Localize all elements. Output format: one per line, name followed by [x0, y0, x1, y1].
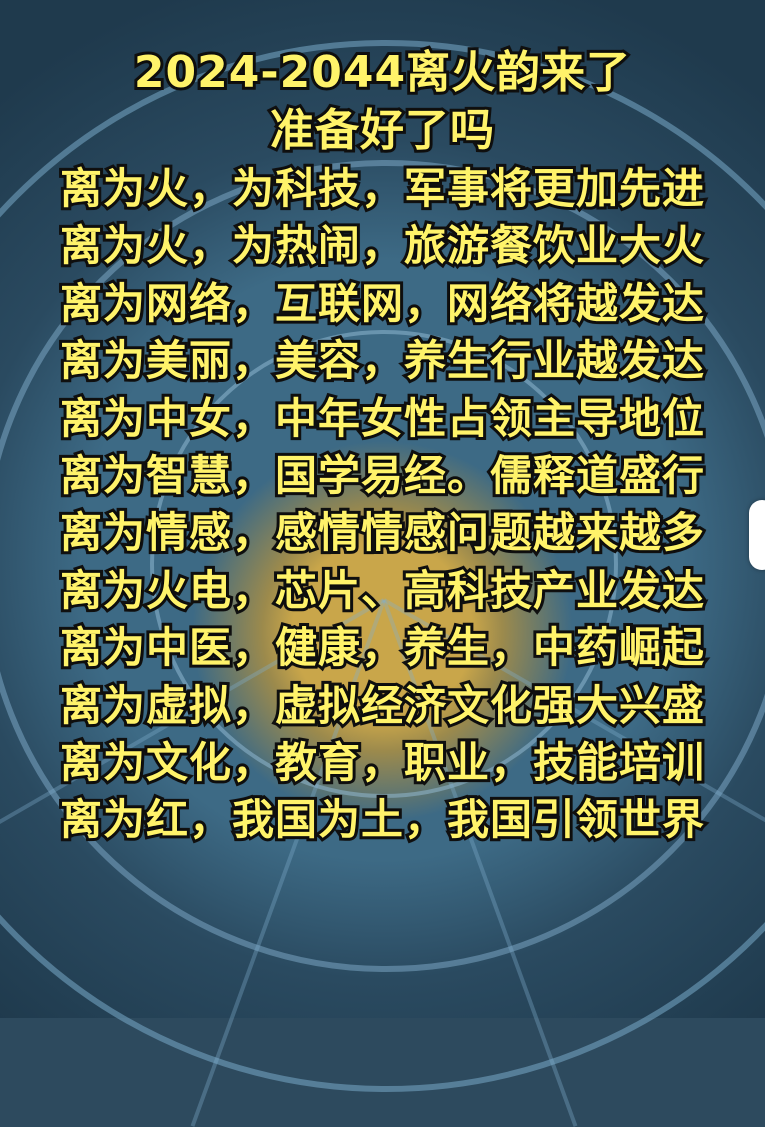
text-line: 离为文化，教育，职业，技能培训 — [57, 735, 707, 790]
text-line: 离为火，为科技，军事将更加先进 — [57, 161, 707, 216]
overlay-text-block: 2024-2044离火韵来了 准备好了吗 离为火，为科技，军事将更加先进 离为火… — [0, 44, 765, 849]
text-line: 离为火，为热闹，旅游餐饮业大火 — [57, 218, 707, 273]
side-scroll-handle[interactable] — [749, 500, 765, 570]
compass-inner-ring — [150, 330, 618, 798]
compass-middle-ring — [0, 160, 765, 972]
title-line-2: 准备好了吗 — [267, 102, 497, 159]
text-line: 离为火电，芯片、高科技产业发达 — [57, 563, 707, 618]
text-line: 离为中女，中年女性占领主导地位 — [57, 391, 707, 446]
title-line-1: 2024-2044离火韵来了 — [131, 44, 633, 101]
text-line: 离为红，我国为土，我国引领世界 — [57, 792, 707, 847]
text-line: 离为中医，健康，养生，中药崛起 — [57, 620, 707, 675]
text-line: 离为虚拟，虚拟经济文化强大兴盛 — [57, 678, 707, 733]
text-line: 离为智慧，国学易经。儒释道盛行 — [57, 448, 707, 503]
text-line: 离为网络，互联网，网络将越发达 — [57, 276, 707, 331]
text-line: 离为美丽，美容，养生行业越发达 — [57, 333, 707, 388]
text-line: 离为情感，感情情感问题越来越多 — [57, 505, 707, 560]
